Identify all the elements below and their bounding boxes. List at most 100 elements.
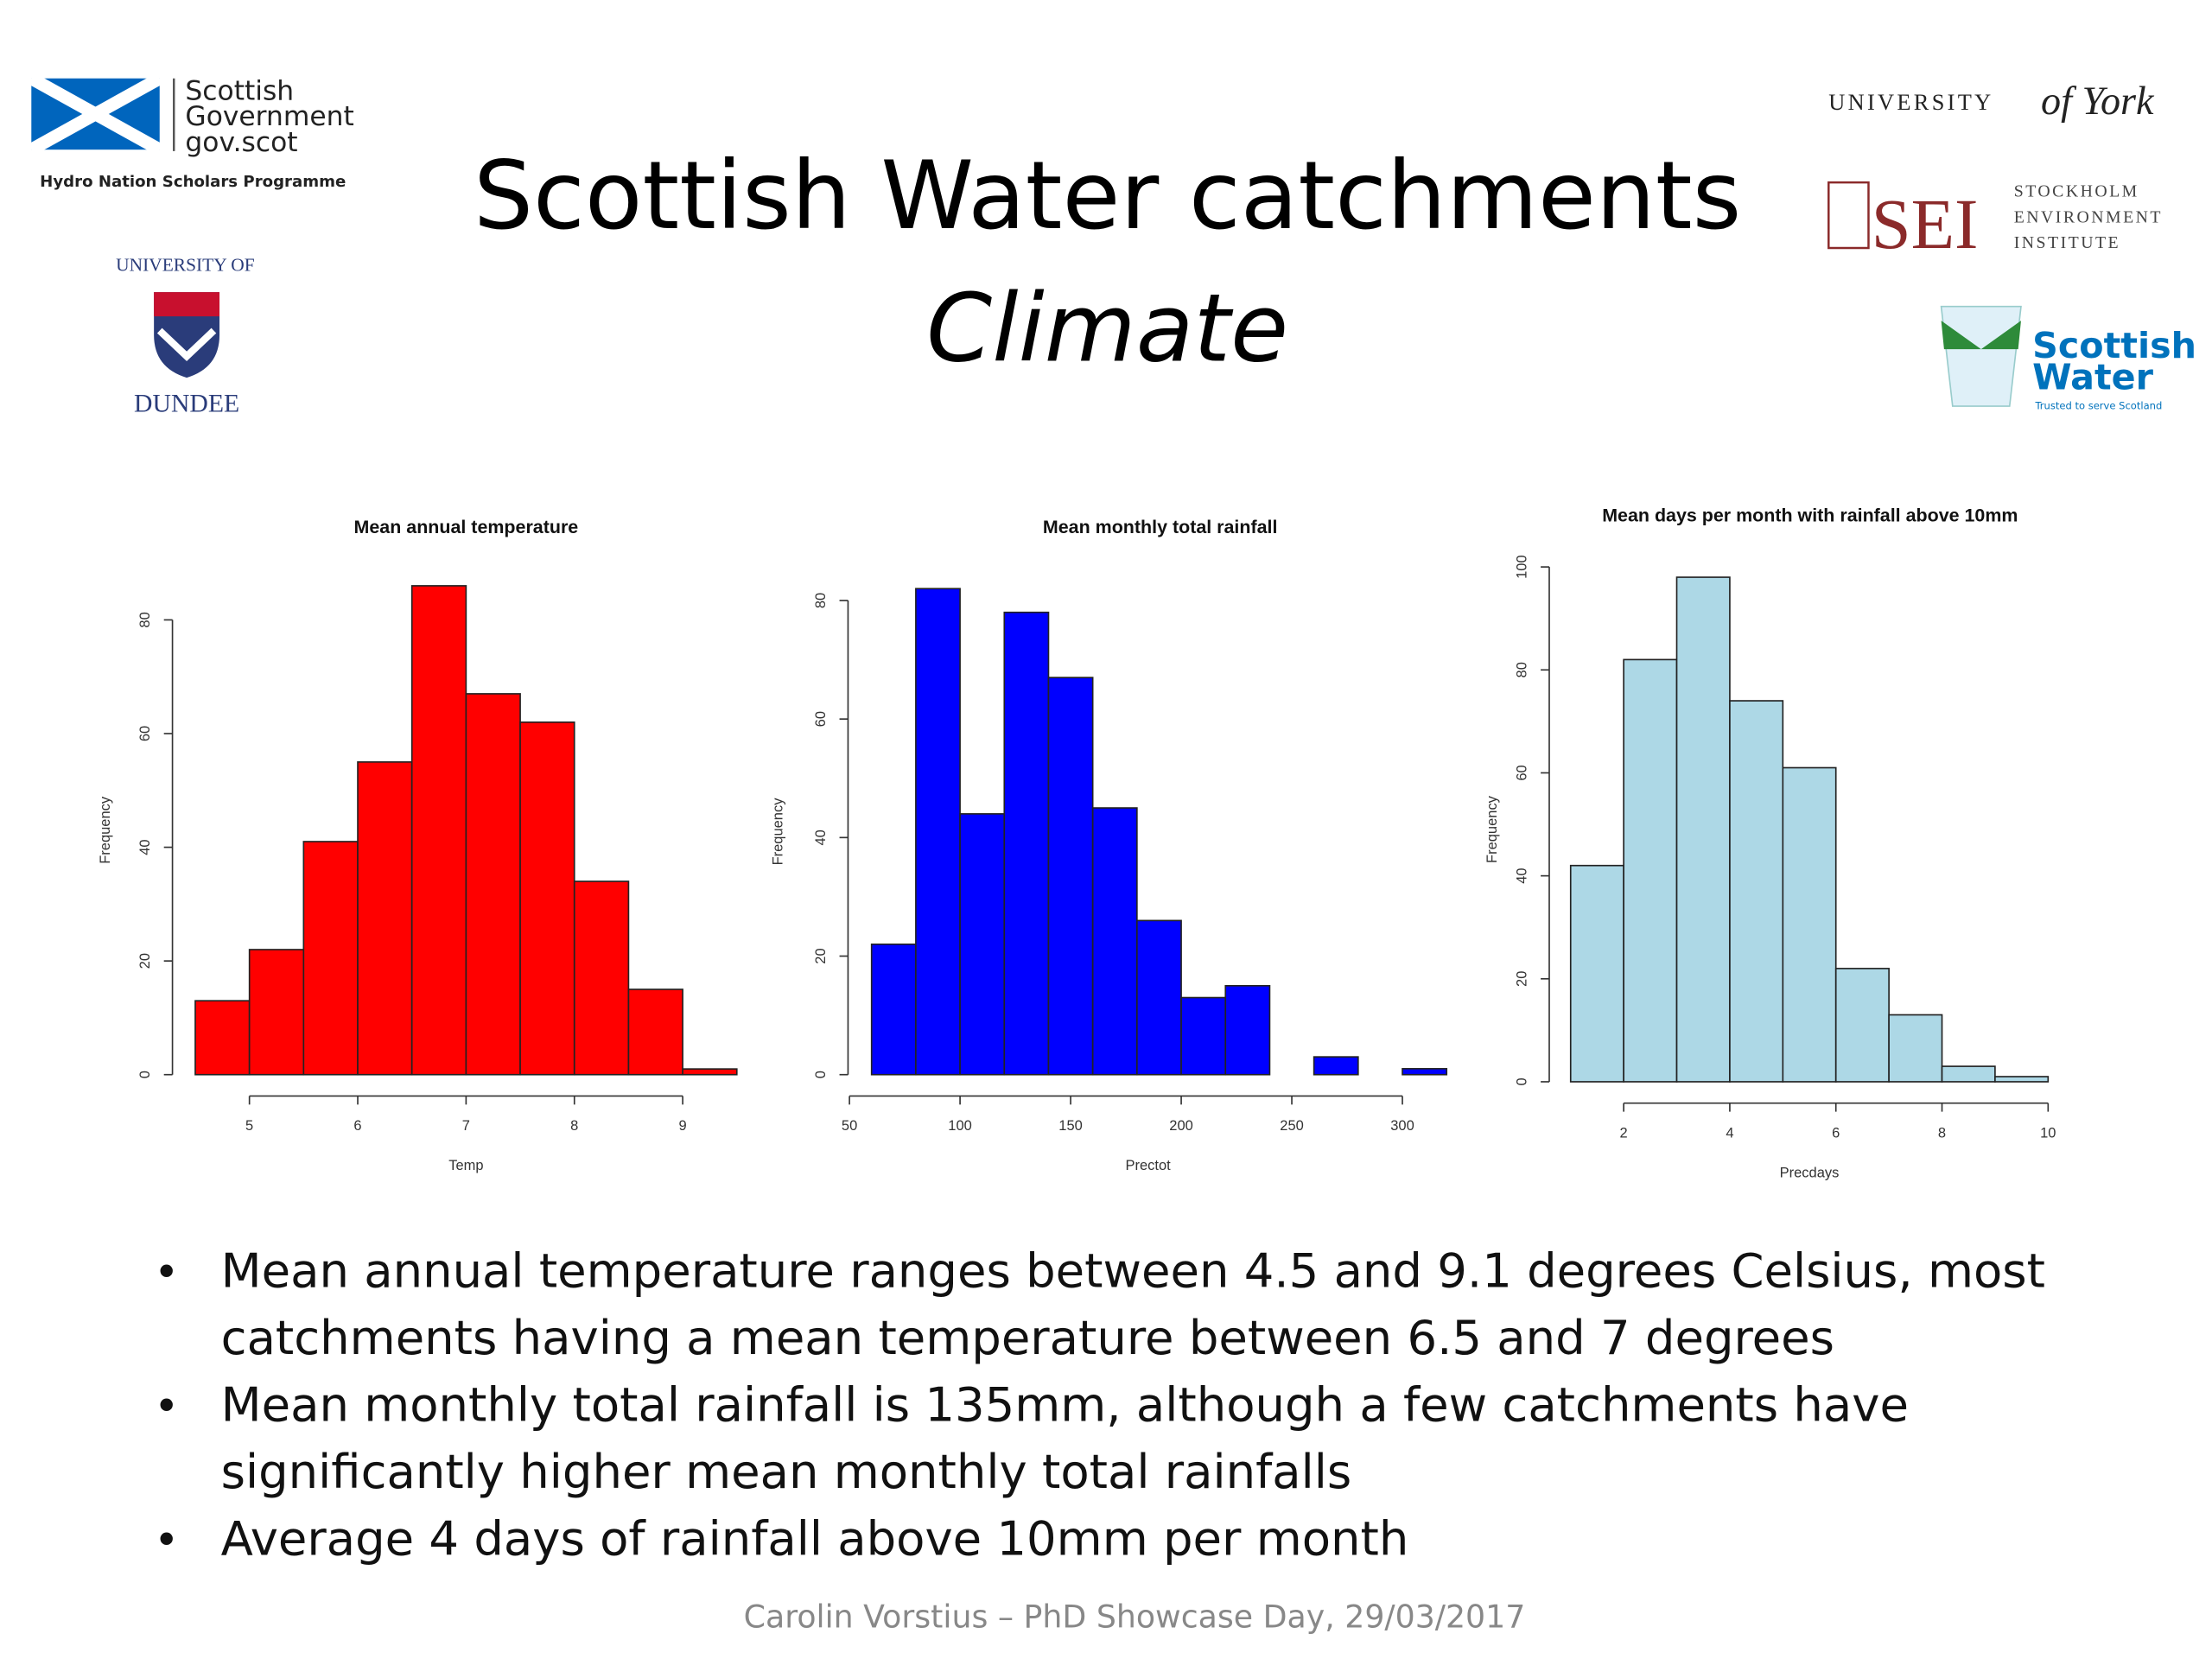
slide-subtitle: Climate bbox=[926, 273, 1288, 383]
y-tick-label: 40 bbox=[813, 830, 829, 845]
bar bbox=[1224, 984, 1271, 1076]
crest-top bbox=[154, 292, 220, 317]
x-tick-label: 4 bbox=[1726, 1125, 1733, 1141]
y-axis-label: Frequency bbox=[98, 796, 113, 864]
saltire-cross bbox=[28, 73, 163, 156]
bar bbox=[248, 949, 305, 1076]
bar bbox=[870, 943, 917, 1076]
chart-title: Mean annual temperature bbox=[354, 517, 579, 537]
chart-title: Mean days per month with rainfall above … bbox=[1602, 505, 2018, 526]
x-tick-label: 6 bbox=[1832, 1125, 1840, 1141]
x-tick-label: 300 bbox=[1390, 1118, 1414, 1134]
y-axis-label: Frequency bbox=[1484, 795, 1500, 863]
bar bbox=[465, 693, 521, 1076]
y-tick-label: 40 bbox=[137, 839, 153, 855]
bar bbox=[915, 588, 961, 1076]
bar bbox=[1941, 1065, 1996, 1083]
crest-chevron bbox=[156, 327, 217, 362]
y-tick-label: 20 bbox=[813, 948, 829, 963]
x-tick-label: 9 bbox=[679, 1118, 687, 1134]
glass-hills bbox=[1941, 321, 2021, 350]
x-axis-label: Precdays bbox=[1780, 1165, 1840, 1180]
x-tick-label: 100 bbox=[948, 1118, 972, 1134]
slide-title: Scottish Water catchments bbox=[474, 141, 1741, 251]
bar bbox=[1091, 807, 1138, 1076]
logo-text: Trusted to serve Scotland bbox=[2034, 399, 2162, 411]
bar bbox=[1313, 1056, 1359, 1076]
logo-text: Water bbox=[2032, 356, 2153, 397]
logo-text: of York bbox=[2041, 79, 2155, 123]
x-tick-label: 50 bbox=[842, 1118, 857, 1134]
bar bbox=[1888, 1014, 1943, 1083]
bar bbox=[959, 813, 1006, 1076]
bar bbox=[627, 988, 683, 1076]
bar bbox=[682, 1068, 738, 1076]
bar bbox=[194, 1000, 251, 1076]
y-tick-label: 80 bbox=[137, 612, 153, 627]
bar bbox=[1180, 996, 1227, 1076]
x-tick-label: 150 bbox=[1058, 1118, 1083, 1134]
logo-text: Scottish bbox=[185, 75, 294, 106]
bar bbox=[519, 721, 575, 1076]
y-tick-label: 0 bbox=[137, 1071, 153, 1078]
bar bbox=[357, 761, 413, 1076]
x-tick-label: 7 bbox=[462, 1118, 470, 1134]
logo-text: Hydro Nation Scholars Programme bbox=[40, 173, 346, 191]
y-tick-label: 0 bbox=[813, 1071, 829, 1078]
logo-text: UNIVERSITY bbox=[1828, 89, 1993, 115]
bar bbox=[410, 585, 467, 1076]
y-tick-label: 60 bbox=[1515, 765, 1530, 780]
footer: Carolin Vorstius – PhD Showcase Day, 29/… bbox=[744, 1599, 1526, 1636]
x-tick-label: 5 bbox=[245, 1118, 253, 1134]
bar bbox=[1569, 864, 1624, 1083]
bar bbox=[573, 880, 630, 1076]
x-axis-label: Prectot bbox=[1126, 1158, 1172, 1173]
y-tick-label: 60 bbox=[137, 726, 153, 741]
y-axis-label: Frequency bbox=[771, 798, 786, 866]
bar bbox=[1047, 677, 1094, 1076]
y-tick-label: 80 bbox=[813, 593, 829, 608]
y-tick-label: 60 bbox=[813, 711, 829, 727]
y-tick-label: 20 bbox=[137, 953, 153, 969]
bullet-dot: • bbox=[154, 1247, 179, 1297]
bar bbox=[1623, 658, 1678, 1083]
y-tick-label: 20 bbox=[1515, 971, 1530, 987]
y-tick-label: 80 bbox=[1515, 662, 1530, 677]
bar bbox=[1834, 968, 1890, 1083]
x-tick-label: 8 bbox=[1938, 1125, 1946, 1141]
bullet-text: Mean monthly total rainfall is 135mm, al… bbox=[221, 1377, 1909, 1433]
bar bbox=[1994, 1076, 2050, 1083]
bar bbox=[1729, 700, 1784, 1083]
logo-text: Scottish bbox=[2032, 325, 2196, 366]
chart-title: Mean monthly total rainfall bbox=[1043, 517, 1278, 537]
x-tick-label: 10 bbox=[2040, 1125, 2056, 1141]
x-axis-label: Temp bbox=[448, 1158, 483, 1173]
bullet-text: significantly higher mean monthly total … bbox=[221, 1444, 1352, 1499]
x-tick-label: 2 bbox=[1620, 1125, 1628, 1141]
bullet-dot: • bbox=[154, 1516, 179, 1566]
x-tick-label: 250 bbox=[1280, 1118, 1304, 1134]
y-tick-label: 40 bbox=[1515, 868, 1530, 883]
logo-text: ENVIRONMENT bbox=[2014, 207, 2163, 226]
x-tick-label: 8 bbox=[570, 1118, 578, 1134]
sei-mark bbox=[1827, 181, 1870, 250]
bullet-text: Mean annual temperature ranges between 4… bbox=[221, 1243, 2045, 1298]
bar bbox=[1402, 1068, 1448, 1076]
bar bbox=[1003, 611, 1050, 1076]
bullet-dot: • bbox=[154, 1382, 179, 1432]
logo-text: Government bbox=[185, 101, 353, 132]
logo-text: INSTITUTE bbox=[2014, 233, 2120, 252]
bar bbox=[1675, 576, 1731, 1083]
x-tick-label: 200 bbox=[1169, 1118, 1193, 1134]
bullet-text: catchments having a mean temperature bet… bbox=[221, 1310, 1834, 1365]
bar bbox=[1136, 919, 1182, 1076]
logo-text: UNIVERSITY OF bbox=[116, 254, 255, 275]
logo-text: DUNDEE bbox=[134, 391, 239, 418]
bar bbox=[302, 841, 359, 1076]
x-tick-label: 6 bbox=[353, 1118, 361, 1134]
logo-text: STOCKHOLM bbox=[2014, 182, 2139, 201]
glass bbox=[1940, 305, 2022, 407]
bar bbox=[1782, 766, 1837, 1083]
